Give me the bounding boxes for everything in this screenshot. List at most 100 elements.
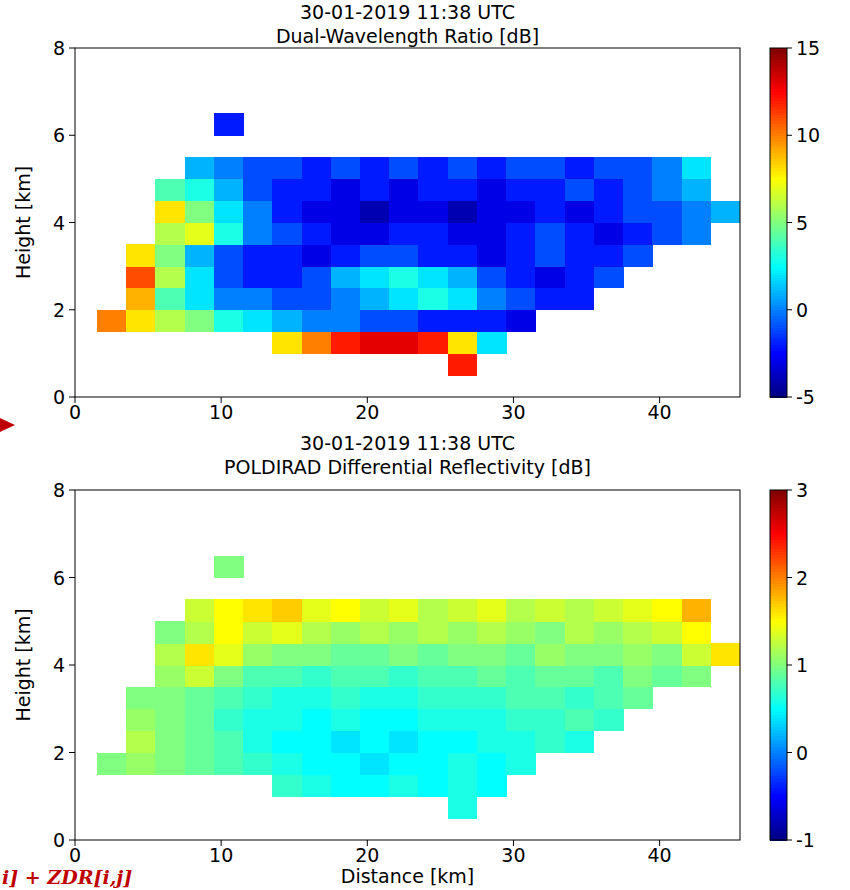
colorbar-tick bbox=[787, 752, 792, 753]
figure: 30-01-2019 11:38 UTCDual-Wavelength Rati… bbox=[0, 0, 850, 890]
y-tick bbox=[69, 135, 75, 136]
cell bbox=[623, 179, 653, 201]
cell bbox=[652, 201, 682, 223]
cell bbox=[448, 223, 478, 245]
cell bbox=[185, 731, 215, 753]
cell bbox=[535, 687, 565, 709]
cell bbox=[389, 643, 419, 665]
cell bbox=[185, 709, 215, 731]
cell bbox=[477, 266, 507, 288]
cell bbox=[565, 201, 595, 223]
cell bbox=[418, 179, 448, 201]
cell bbox=[214, 157, 244, 179]
cell bbox=[535, 179, 565, 201]
cell bbox=[302, 665, 332, 687]
x-tick-label: 0 bbox=[69, 401, 81, 423]
cell bbox=[535, 621, 565, 643]
y-tick-label: 8 bbox=[53, 37, 65, 59]
cell bbox=[389, 709, 419, 731]
y-tick-label: 8 bbox=[53, 479, 65, 501]
cell bbox=[272, 157, 302, 179]
cell bbox=[155, 244, 185, 266]
cell bbox=[477, 332, 507, 354]
cell bbox=[331, 266, 361, 288]
x-axis-title: Distance [km] bbox=[341, 865, 474, 887]
x-tick-label: 30 bbox=[501, 401, 525, 423]
cell bbox=[185, 665, 215, 687]
cell bbox=[506, 244, 536, 266]
colorbar-tick-label: 0 bbox=[796, 299, 808, 321]
cell bbox=[418, 332, 448, 354]
colorbar-tick bbox=[787, 309, 792, 310]
cell bbox=[652, 223, 682, 245]
cell bbox=[389, 332, 419, 354]
cell bbox=[535, 266, 565, 288]
cell bbox=[594, 179, 624, 201]
colorbar-strip bbox=[770, 490, 787, 494]
y-tick bbox=[69, 48, 75, 49]
cell bbox=[623, 621, 653, 643]
cell bbox=[126, 753, 156, 775]
cell bbox=[302, 157, 332, 179]
cell bbox=[302, 179, 332, 201]
cell bbox=[389, 223, 419, 245]
colorbar-tick-label: -1 bbox=[796, 829, 815, 851]
cell bbox=[594, 621, 624, 643]
background bbox=[0, 0, 850, 890]
cell bbox=[682, 223, 712, 245]
cell bbox=[477, 731, 507, 753]
cell bbox=[185, 223, 215, 245]
cell bbox=[535, 223, 565, 245]
cell bbox=[331, 157, 361, 179]
cell bbox=[302, 687, 332, 709]
cell bbox=[243, 266, 273, 288]
colorbar-strip bbox=[770, 48, 787, 52]
y-tick bbox=[69, 490, 75, 491]
cell bbox=[506, 709, 536, 731]
x-tick-label: 40 bbox=[648, 401, 672, 423]
y-tick-label: 6 bbox=[53, 567, 65, 589]
cell bbox=[448, 643, 478, 665]
cell bbox=[331, 643, 361, 665]
cell bbox=[448, 310, 478, 332]
cell bbox=[389, 157, 419, 179]
cell bbox=[331, 621, 361, 643]
cell bbox=[506, 157, 536, 179]
cell bbox=[594, 201, 624, 223]
colorbar-tick-label: 1 bbox=[796, 654, 808, 676]
cell bbox=[185, 310, 215, 332]
cell bbox=[477, 244, 507, 266]
cell bbox=[506, 266, 536, 288]
cell bbox=[155, 687, 185, 709]
cell bbox=[185, 157, 215, 179]
cell bbox=[594, 665, 624, 687]
colorbar-tick-label: 5 bbox=[796, 212, 808, 234]
cell bbox=[565, 266, 595, 288]
y-tick-label: 0 bbox=[53, 829, 65, 851]
cell bbox=[477, 709, 507, 731]
cell bbox=[302, 201, 332, 223]
cell bbox=[243, 731, 273, 753]
cell bbox=[477, 157, 507, 179]
cell bbox=[389, 288, 419, 310]
cell bbox=[682, 665, 712, 687]
cell bbox=[302, 599, 332, 621]
cell bbox=[418, 709, 448, 731]
cell bbox=[360, 157, 390, 179]
cell bbox=[623, 201, 653, 223]
cell bbox=[477, 643, 507, 665]
cell bbox=[272, 223, 302, 245]
cell bbox=[389, 687, 419, 709]
cell bbox=[272, 731, 302, 753]
cell bbox=[272, 621, 302, 643]
cell bbox=[506, 223, 536, 245]
cell bbox=[477, 288, 507, 310]
cell bbox=[185, 288, 215, 310]
colorbar-tick bbox=[787, 222, 792, 223]
cell bbox=[155, 266, 185, 288]
cell bbox=[360, 643, 390, 665]
cell bbox=[331, 179, 361, 201]
cell bbox=[389, 665, 419, 687]
cell bbox=[272, 310, 302, 332]
colorbar: -5051015 bbox=[770, 37, 820, 408]
